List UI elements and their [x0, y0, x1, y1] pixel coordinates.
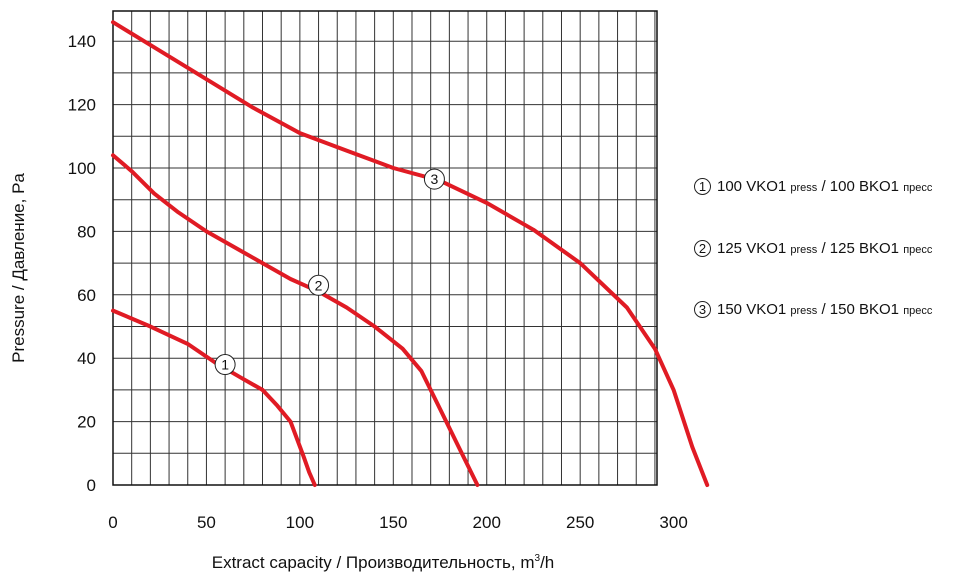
curve-markers: 1 2 3 [214, 168, 445, 376]
y-tick-label: 80 [77, 222, 96, 241]
curve-marker-3 [423, 168, 445, 190]
legend-item-3: 3 150 VKO1 press / 150 BKO1 пресс [694, 298, 932, 320]
legend-variant-ru: пресс [903, 243, 933, 256]
legend-label: 100 VKO1 press / 100 BKO1 пресс [717, 178, 932, 195]
y-tick-label: 60 [77, 286, 96, 305]
x-axis-label-main: Extract capacity / Производительность, m [212, 553, 535, 572]
curve-marker-2 [308, 274, 330, 296]
curve-marker-label-2: 2 [315, 277, 323, 293]
legend-model-ru: / 125 BKO1 [817, 239, 904, 257]
plot-frame [112, 10, 658, 486]
y-tick-label: 0 [87, 476, 96, 495]
curve-3 [111, 20, 710, 487]
y-tick-label: 140 [68, 32, 96, 51]
legend-number: 2 [694, 239, 711, 257]
curves [111, 20, 710, 487]
y-axis-label: Pressure / Давление, Pa [9, 173, 28, 363]
legend-model-ru: / 150 BKO1 [817, 300, 904, 318]
x-tick-label: 100 [286, 513, 314, 532]
legend-number: 3 [694, 300, 711, 318]
x-tick-label: 150 [379, 513, 407, 532]
x-tick-label: 250 [566, 513, 594, 532]
legend-variant: press [790, 243, 818, 256]
legend-label: 150 VKO1 press / 150 BKO1 пресс [717, 301, 932, 318]
x-tick-labels: 0 50 100 150 200 250 300 [108, 513, 688, 532]
legend-number: 1 [694, 177, 711, 195]
curve-marker-1 [214, 354, 236, 376]
x-tick-label: 50 [197, 513, 216, 532]
legend-item-2: 2 125 VKO1 press / 125 BKO1 пресс [694, 237, 932, 259]
legend-label: 125 VKO1 press / 125 BKO1 пресс [717, 240, 932, 257]
legend-model: 150 VKO1 [717, 300, 791, 318]
legend-item-1: 1 100 VKO1 press / 100 BKO1 пресс [694, 175, 932, 197]
x-axis-label-unit: /h [540, 553, 554, 572]
x-tick-label: 300 [659, 513, 687, 532]
legend-model: 125 VKO1 [717, 239, 791, 257]
x-axis-label-sup: 3 [535, 553, 541, 564]
curve-marker-label-1: 1 [221, 357, 229, 373]
legend-model-ru: / 100 BKO1 [817, 177, 904, 195]
curve-marker-label-3: 3 [431, 171, 439, 187]
legend-variant-ru: пресс [903, 181, 933, 194]
legend-variant: press [790, 181, 818, 194]
y-tick-label: 20 [77, 413, 96, 432]
x-tick-label: 200 [473, 513, 501, 532]
x-tick-label: 0 [108, 513, 117, 532]
y-tick-labels: 0 20 40 60 80 100 120 140 [68, 32, 96, 495]
x-axis-label: Extract capacity / Производительность, m… [212, 553, 555, 572]
y-tick-label: 40 [77, 349, 96, 368]
legend-variant: press [790, 304, 818, 317]
y-tick-label: 120 [68, 96, 96, 115]
curve-2 [111, 153, 480, 487]
grid [112, 11, 657, 486]
legend-model: 100 VKO1 [717, 177, 791, 195]
legend-variant-ru: пресс [903, 304, 933, 317]
curve-1 [111, 308, 317, 487]
y-tick-label: 100 [68, 159, 96, 178]
